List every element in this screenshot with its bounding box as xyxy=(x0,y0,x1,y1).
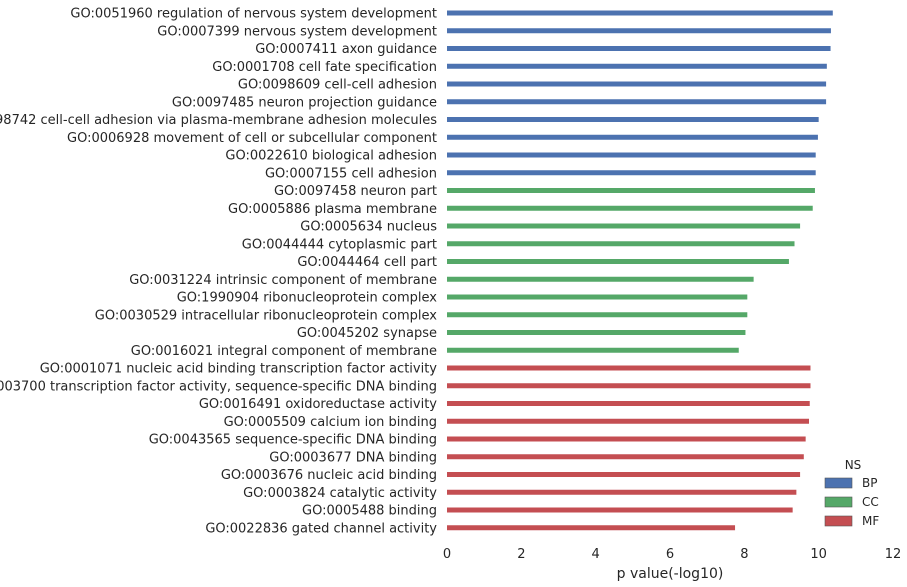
category-label: GO:0022610 biological adhesion xyxy=(225,149,437,164)
category-label: GO:0005634 nucleus xyxy=(300,220,437,235)
category-label: GO:0005488 binding xyxy=(302,504,437,519)
category-label: GO:0003824 catalytic activity xyxy=(243,486,437,501)
legend-swatch-cc xyxy=(824,496,853,508)
category-label: GO:0001708 cell fate specification xyxy=(212,60,437,75)
x-axis: 0 2 4 6 8 10 12 xyxy=(443,547,901,562)
category-label: GO:0001071 nucleic acid binding transcri… xyxy=(40,362,438,377)
legend-label-cc: CC xyxy=(862,495,879,509)
bars-layer xyxy=(447,10,833,531)
legend: NS BP CC MF xyxy=(824,458,879,528)
category-label: GO:0043565 sequence-specific DNA binding xyxy=(149,433,437,448)
category-label: GO:0030529 intracellular ribonucleoprote… xyxy=(95,308,438,323)
category-label: GO:0022836 gated channel activity xyxy=(205,521,437,536)
bar-bp-3 xyxy=(447,63,827,69)
category-label: GO:0005886 plasma membrane xyxy=(228,202,437,217)
category-label: GO:0098742 cell-cell adhesion via plasma… xyxy=(0,113,437,128)
bar-bp-1 xyxy=(447,28,831,34)
bar-bp-5 xyxy=(447,99,827,105)
bar-mf-24 xyxy=(447,436,806,442)
bar-bp-7 xyxy=(447,134,818,140)
category-label: GO:0003677 DNA binding xyxy=(269,450,437,465)
category-label: GO:0044444 cytoplasmic part xyxy=(242,237,437,252)
bar-bp-6 xyxy=(447,117,819,122)
category-label: GO:0097458 neuron part xyxy=(274,184,437,199)
bar-cc-19 xyxy=(447,347,739,353)
bar-mf-20 xyxy=(447,365,811,371)
bar-mf-28 xyxy=(447,507,793,513)
x-tick-label: 4 xyxy=(592,547,600,562)
bar-cc-18 xyxy=(447,330,746,335)
category-label: GO:0007155 cell adhesion xyxy=(265,166,437,181)
bar-mf-23 xyxy=(447,418,810,424)
x-tick-label: 10 xyxy=(810,547,827,562)
bar-mf-27 xyxy=(447,489,797,495)
category-label: GO:1990904 ribonucleoprotein complex xyxy=(177,291,438,306)
bar-cc-16 xyxy=(447,294,748,300)
x-tick-label: 12 xyxy=(885,547,902,562)
category-label: GO:0051960 regulation of nervous system … xyxy=(70,7,437,22)
bar-cc-14 xyxy=(447,259,789,264)
category-label: GO:0003676 nucleic acid binding xyxy=(221,468,437,483)
bar-cc-13 xyxy=(447,241,795,247)
bar-mf-26 xyxy=(447,472,801,477)
bar-bp-2 xyxy=(447,46,831,51)
category-label: GO:0044464 cell part xyxy=(297,255,437,270)
legend-label-bp: BP xyxy=(862,476,877,490)
x-tick-label: 6 xyxy=(666,547,674,562)
x-tick-label: 8 xyxy=(740,547,748,562)
bar-mf-25 xyxy=(447,454,804,460)
category-label: GO:0007399 nervous system development xyxy=(157,24,437,39)
x-axis-label: p value(-log10) xyxy=(617,566,724,582)
bar-mf-22 xyxy=(447,401,810,406)
bar-bp-9 xyxy=(447,170,816,176)
legend-label-mf: MF xyxy=(862,514,879,528)
category-label: GO:0007411 axon guidance xyxy=(255,42,437,57)
category-label: GO:0045202 synapse xyxy=(297,326,437,341)
bar-cc-15 xyxy=(447,276,754,282)
category-label: GO:0031224 intrinsic component of membra… xyxy=(129,273,437,288)
bar-cc-10 xyxy=(447,188,815,193)
category-label: GO:0016021 integral component of membran… xyxy=(131,344,437,359)
category-label: GO:0098609 cell-cell adhesion xyxy=(238,78,437,93)
category-label: GO:0016491 oxidoreductase activity xyxy=(199,397,437,412)
bar-mf-29 xyxy=(447,525,736,531)
category-label: GO:0097485 neuron projection guidance xyxy=(172,95,437,110)
bar-bp-8 xyxy=(447,152,816,158)
x-tick-label: 2 xyxy=(517,547,525,562)
bar-cc-12 xyxy=(447,223,801,229)
legend-title: NS xyxy=(845,458,862,472)
bar-cc-17 xyxy=(447,312,748,318)
bar-mf-21 xyxy=(447,383,811,389)
category-labels: GO:0051960 regulation of nervous system … xyxy=(0,7,437,537)
category-label: GO:0006928 movement of cell or subcellul… xyxy=(67,131,437,146)
category-label: GO:0005509 calcium ion binding xyxy=(224,415,437,430)
legend-swatch-bp xyxy=(824,477,853,489)
category-label: GO:0003700 transcription factor activity… xyxy=(0,379,437,394)
bar-bp-0 xyxy=(447,10,833,16)
bar-bp-4 xyxy=(447,81,827,87)
x-tick-label: 0 xyxy=(443,547,451,562)
bar-cc-11 xyxy=(447,205,813,211)
legend-swatch-mf xyxy=(824,515,853,527)
